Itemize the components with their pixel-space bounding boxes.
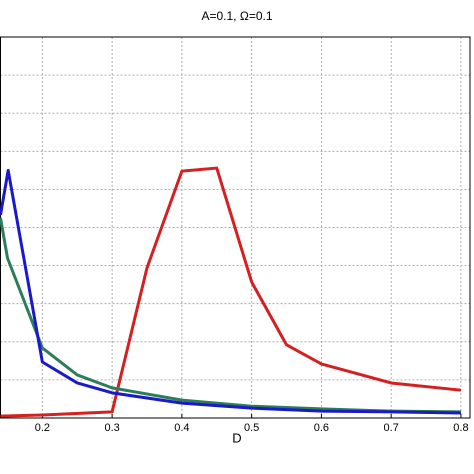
- x-tick-label: 0.8: [453, 422, 468, 434]
- chart-title: A=0.1, Ω=0.1: [201, 9, 272, 23]
- x-axis-label: D: [232, 430, 241, 445]
- line-series: [0, 168, 461, 415]
- x-tick-label: 0.3: [104, 422, 119, 434]
- plot-frame: [0, 36, 471, 419]
- x-tick-label: 0.6: [314, 422, 329, 434]
- x-tick-label: 0.4: [174, 422, 189, 434]
- x-tick-label: 0.2: [35, 422, 50, 434]
- line-series: [0, 166, 462, 418]
- x-tick-label: 0.5: [244, 422, 259, 434]
- x-tick-label: 0.7: [384, 422, 399, 434]
- line-series: [0, 217, 461, 414]
